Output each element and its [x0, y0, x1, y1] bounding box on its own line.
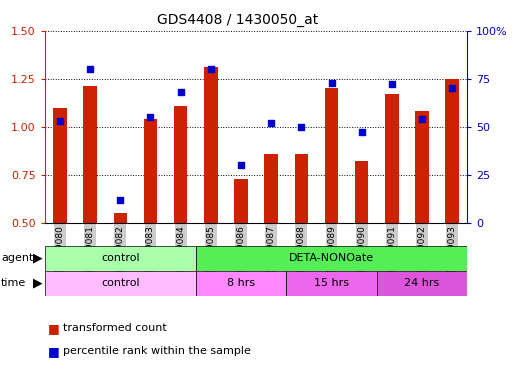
Text: 8 hrs: 8 hrs [227, 278, 255, 288]
Bar [53, 108, 67, 223]
Point [86, 66, 95, 72]
Bar [446, 79, 459, 223]
Bar [174, 106, 187, 223]
Bar [265, 154, 278, 223]
Text: ■: ■ [48, 322, 59, 335]
Bar [385, 94, 399, 223]
Bar [83, 86, 97, 223]
Bar [415, 111, 429, 223]
Text: agent: agent [1, 253, 33, 263]
Bar [286, 271, 377, 296]
Text: ▶: ▶ [33, 252, 43, 265]
Text: control: control [101, 278, 139, 288]
Bar [45, 271, 196, 296]
Point [206, 66, 215, 72]
Bar [325, 88, 338, 223]
Text: GDS4408 / 1430050_at: GDS4408 / 1430050_at [157, 13, 318, 27]
Point [388, 81, 396, 88]
Text: 15 hrs: 15 hrs [314, 278, 349, 288]
Bar [45, 246, 196, 271]
Text: control: control [101, 253, 139, 263]
Bar [295, 154, 308, 223]
Text: DETA-NONOate: DETA-NONOate [289, 253, 374, 263]
Bar [377, 271, 467, 296]
Point [357, 129, 366, 136]
Point [448, 85, 456, 91]
Point [56, 118, 64, 124]
Bar [114, 213, 127, 223]
Text: ■: ■ [48, 345, 59, 358]
Bar [234, 179, 248, 223]
Bar [144, 119, 157, 223]
Text: time: time [1, 278, 26, 288]
Point [327, 79, 336, 86]
Point [297, 124, 306, 130]
Point [176, 89, 185, 95]
Point [146, 114, 155, 120]
Text: percentile rank within the sample: percentile rank within the sample [63, 346, 251, 356]
Point [418, 116, 426, 122]
Text: ▶: ▶ [33, 276, 43, 290]
Text: transformed count: transformed count [63, 323, 167, 333]
Bar [196, 271, 286, 296]
Bar [355, 161, 369, 223]
Point [116, 197, 125, 203]
Bar [204, 67, 218, 223]
Point [267, 120, 276, 126]
Bar [196, 246, 467, 271]
Text: 24 hrs: 24 hrs [404, 278, 440, 288]
Point [237, 162, 245, 168]
